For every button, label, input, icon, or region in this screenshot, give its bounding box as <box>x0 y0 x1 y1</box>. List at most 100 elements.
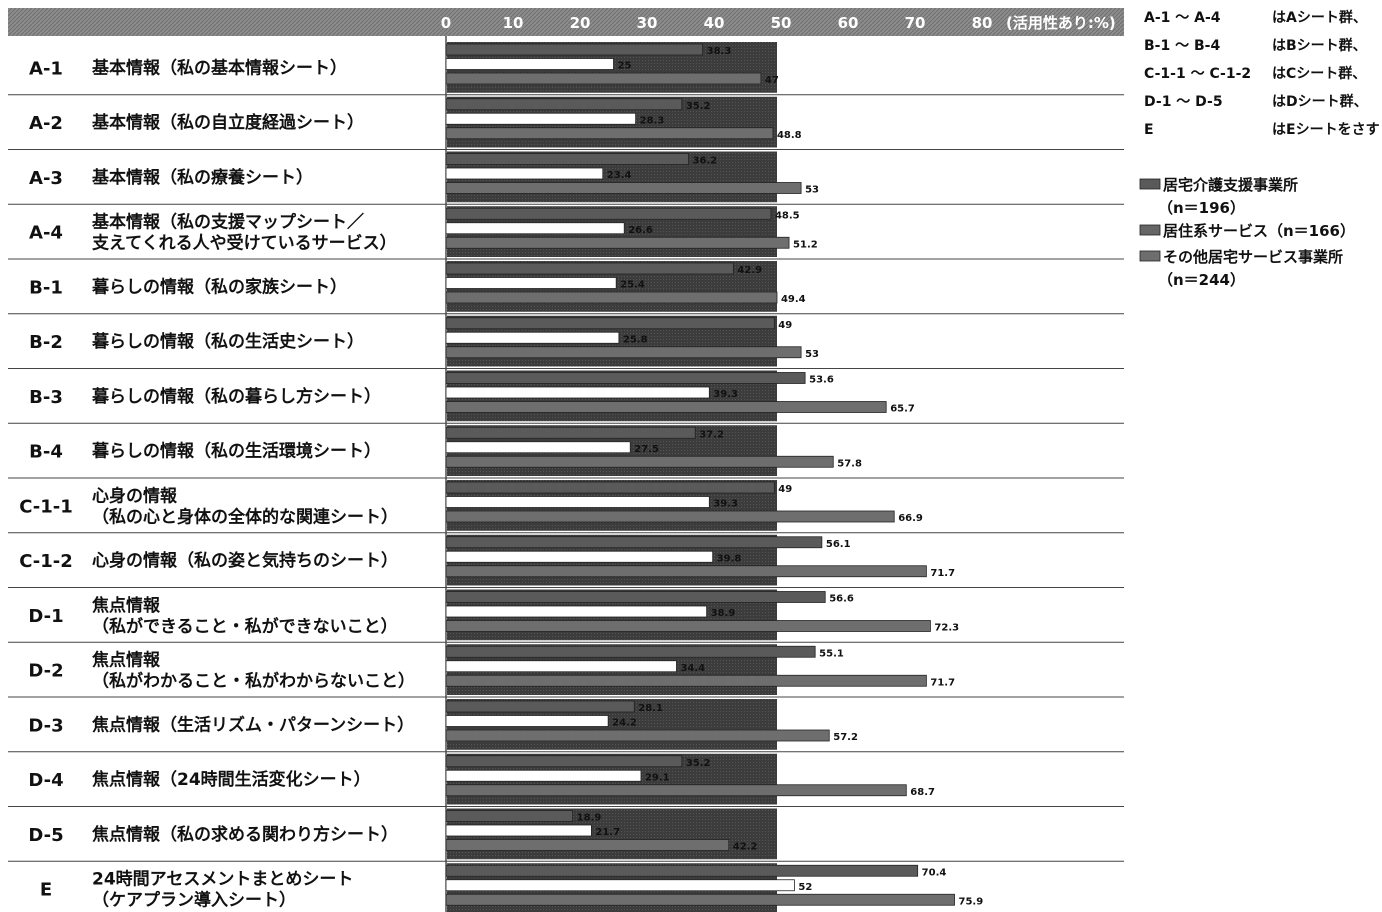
row-b-3: B-3 暮らしの情報（私の暮らし方シート） 53.6 39.3 65.7 <box>8 370 1124 424</box>
data-label: 49 <box>778 484 792 495</box>
axis-header <box>8 8 1124 36</box>
data-label: 70.4 <box>922 867 947 878</box>
bar-2 <box>445 879 795 892</box>
data-label: 25 <box>618 61 632 72</box>
row-label: 暮らしの情報（私の生活史シート） <box>91 331 364 352</box>
bar-1 <box>445 317 775 330</box>
data-label: 39.8 <box>717 553 742 564</box>
data-label: 52 <box>798 882 812 893</box>
row-a-2: A-2 基本情報（私の自立度経過シート） 35.2 28.3 48.8 <box>8 96 1124 150</box>
bar-2 <box>445 824 592 837</box>
row-d-5: D-5 焦点情報（私の求める関わり方シート） 18.9 21.7 42.2 <box>8 808 1124 862</box>
row-d-4: D-4 焦点情報（24時間生活変化シート） 35.2 29.1 68.7 <box>8 753 1124 807</box>
bar-3 <box>445 401 887 413</box>
row-code: B-2 <box>29 332 63 353</box>
row-c-1-1: C-1-1 心身の情報（私の心と身体の全体的な関連シート） 49 39.3 66.9 <box>8 480 1124 534</box>
bar-3 <box>445 674 927 687</box>
bar-3 <box>445 620 931 632</box>
bar-2 <box>445 715 609 727</box>
bar-2 <box>445 58 614 70</box>
row-label: 暮らしの情報（私の生活環境シート） <box>91 441 381 462</box>
row-label: 基本情報（私の基本情報シート） <box>91 57 347 78</box>
bar-2 <box>445 769 642 782</box>
row-label: 焦点情報（私の求める関わり方シート） <box>91 824 398 845</box>
bar-3 <box>445 291 778 304</box>
row-label: 焦点情報（生活リズム・パターンシート） <box>91 714 414 735</box>
axis-unit-label: (活用性あり:%) <box>1006 14 1116 32</box>
bar-3 <box>445 893 955 906</box>
bar-1 <box>445 591 826 603</box>
bar-2 <box>445 112 637 125</box>
row-a-1: A-1 基本情報（私の基本情報シート） 38.3 25 47 <box>8 42 1124 96</box>
bar-2 <box>445 167 604 180</box>
data-label: 27.5 <box>634 444 659 455</box>
bar-2 <box>445 660 677 673</box>
data-label: 25.4 <box>620 280 645 291</box>
data-label: 71.7 <box>930 677 955 688</box>
bar-2 <box>445 386 710 399</box>
bar-3 <box>445 565 927 578</box>
bar-1 <box>445 262 734 275</box>
row-label-line2: （私がわかること・私がわからないこと） <box>92 671 415 692</box>
data-label: 53.6 <box>809 375 834 386</box>
bar-1 <box>445 755 683 768</box>
x-tick-label: 80 <box>972 14 993 32</box>
row-label-line2: （私ができること・私ができないこと） <box>92 616 398 637</box>
data-label: 42.9 <box>737 265 762 276</box>
data-label: 55.1 <box>819 648 844 659</box>
bar-3 <box>445 182 802 194</box>
row-code: B-4 <box>29 442 63 463</box>
data-label: 36.2 <box>693 156 718 167</box>
note-range: A-1 〜 A-4 <box>1144 10 1221 26</box>
row-code: A-1 <box>29 58 63 79</box>
data-label: 53 <box>805 349 819 360</box>
row-label-line2: （ケアプラン導入シート） <box>92 890 296 911</box>
legend-swatch <box>1139 250 1161 262</box>
row-code: A-3 <box>29 168 63 189</box>
bar-3 <box>445 346 802 359</box>
legend-n: （n＝196） <box>1158 199 1245 217</box>
x-tick-label: 50 <box>771 14 792 32</box>
data-label: 39.3 <box>713 499 738 510</box>
data-label: 75.9 <box>959 896 984 907</box>
data-label: 18.9 <box>577 813 602 824</box>
note-range: B-1 〜 B-4 <box>1144 38 1220 54</box>
legend-swatch <box>1139 178 1161 190</box>
bar-3 <box>445 236 790 249</box>
data-label: 26.6 <box>628 225 653 236</box>
note-range: C-1-1 〜 C-1-2 <box>1144 66 1251 82</box>
bar-1 <box>445 536 823 549</box>
data-label: 24.2 <box>612 718 637 729</box>
row-label: 暮らしの情報（私の暮らし方シート） <box>91 386 381 407</box>
data-label: 28.1 <box>638 703 663 714</box>
legend-n: （n＝244） <box>1158 271 1245 289</box>
row-code: B-1 <box>29 277 63 298</box>
row-code: C-1-2 <box>19 551 73 572</box>
bar-1 <box>445 700 635 713</box>
data-label: 35.2 <box>686 758 711 769</box>
legend-swatch <box>1139 224 1161 236</box>
row-label-line1: 24時間アセスメントまとめシート <box>92 869 353 890</box>
data-label: 71.7 <box>930 568 955 579</box>
data-label: 39.3 <box>713 389 738 400</box>
bar-1 <box>445 645 816 658</box>
row-label: 暮らしの情報（私の家族シート） <box>91 276 347 297</box>
data-label: 38.3 <box>707 46 732 57</box>
bar-3 <box>445 729 830 742</box>
row-a-3: A-3 基本情報（私の療養シート） 36.2 23.4 53 <box>8 151 1124 205</box>
note-text: はDシート群、 <box>1272 93 1368 110</box>
bar-1 <box>445 98 683 111</box>
row-code: B-3 <box>29 387 63 408</box>
row-code: C-1-1 <box>19 496 73 517</box>
bar-1 <box>445 481 775 494</box>
row-label: 基本情報（私の療養シート） <box>91 167 313 188</box>
bar-3 <box>445 72 762 85</box>
legend-label: その他居宅サービス事業所 <box>1163 248 1343 266</box>
x-tick-label: 10 <box>503 14 524 32</box>
data-label: 34.4 <box>680 663 705 674</box>
x-tick-label: 30 <box>637 14 658 32</box>
data-label: 66.9 <box>898 513 923 524</box>
data-label: 57.8 <box>837 458 862 469</box>
bar-3 <box>445 784 907 797</box>
row-b-2: B-2 暮らしの情報（私の生活史シート） 49 25.8 53 <box>8 315 1124 369</box>
